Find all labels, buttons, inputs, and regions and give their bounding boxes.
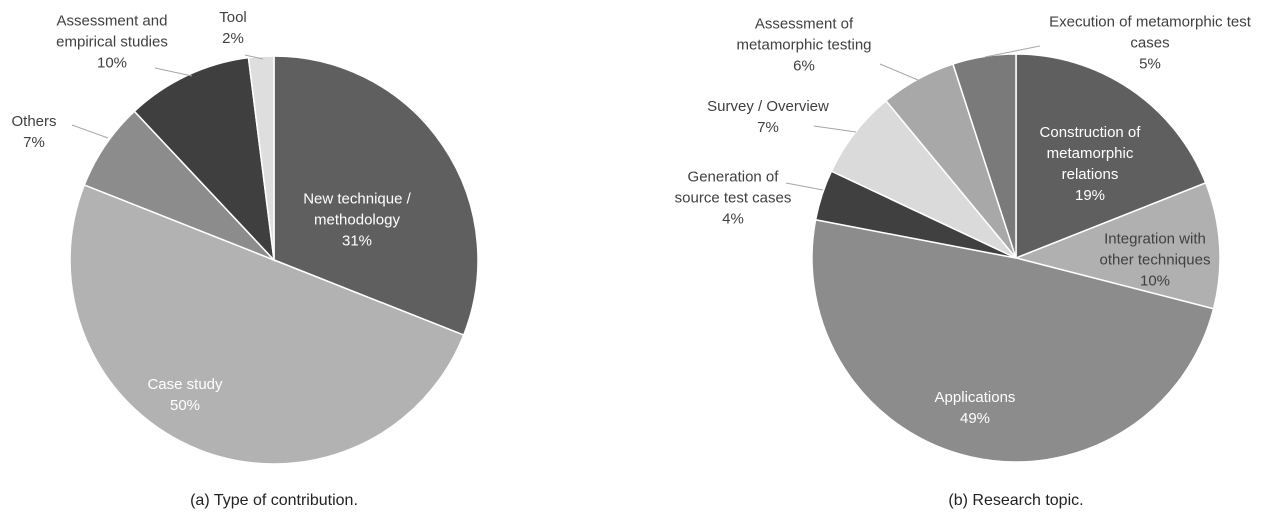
leader-line	[813, 125, 857, 133]
category-label: Execution of metamorphic test cases	[1049, 13, 1251, 52]
value-label: 2%	[222, 30, 244, 47]
pie-slice	[247, 55, 275, 261]
category-label: Case study	[147, 376, 223, 393]
slice-label: Execution of metamorphic test cases 5%	[1035, 12, 1265, 75]
pie-slice	[273, 55, 479, 337]
slice-label: Tool 2%	[208, 7, 258, 49]
category-label: Others	[11, 113, 57, 130]
slice-label: Generation of source test cases 4%	[673, 167, 793, 230]
category-label: Integration with other techniques	[1099, 230, 1211, 269]
value-label: 6%	[793, 57, 815, 75]
category-label: Tool	[219, 9, 247, 26]
leader-line	[154, 67, 193, 77]
value-label: 5%	[1139, 55, 1161, 73]
value-label: 7%	[23, 134, 45, 151]
leader-line	[785, 182, 824, 191]
pie-slice	[133, 56, 276, 263]
value-label: 10%	[1139, 272, 1171, 290]
pie-slice	[1015, 53, 1207, 260]
chart-title: (b) Research topic.	[948, 492, 1084, 509]
slice-label: Case study 50%	[125, 374, 245, 416]
slice-label: Others 7%	[4, 111, 64, 153]
category-label: Assessment and empirical studies	[56, 12, 168, 51]
slice-label: Assessment and empirical studies 10%	[37, 11, 187, 74]
category-label: Construction of metamorphic relations	[1039, 124, 1141, 183]
category-label: Generation of source test cases	[674, 168, 792, 207]
slice-label: Survey / Overview 7%	[688, 96, 848, 138]
leader-line	[244, 54, 264, 60]
slice-label: Construction of metamorphic relations 19%	[1020, 122, 1160, 206]
slice-label: Applications 49%	[915, 387, 1035, 429]
leader-line	[71, 124, 109, 139]
slice-label: Assessment of metamorphic testing 6%	[719, 14, 889, 77]
leader-line	[984, 45, 1041, 58]
category-label: New technique / methodology	[303, 190, 411, 229]
pie-slice	[69, 183, 465, 466]
value-label: 49%	[959, 410, 991, 427]
slice-label: New technique / methodology 31%	[282, 189, 432, 252]
category-label: Assessment of metamorphic testing	[736, 15, 872, 54]
value-label: 7%	[757, 119, 779, 136]
value-label: 4%	[722, 210, 744, 228]
pie-slice	[1013, 181, 1221, 310]
category-label: Applications	[934, 389, 1016, 406]
value-label: 50%	[169, 397, 201, 414]
leader-line	[879, 63, 919, 81]
value-label: 31%	[341, 232, 373, 250]
category-label: Survey / Overview	[707, 98, 829, 115]
pie-slice	[952, 53, 1017, 259]
chart-title: (a) Type of contribution.	[190, 492, 358, 509]
pie-slice	[811, 218, 1215, 463]
value-label: 19%	[1074, 187, 1106, 204]
value-label: 10%	[96, 54, 128, 72]
slice-label: Integration with other techniques 10%	[1088, 229, 1223, 292]
